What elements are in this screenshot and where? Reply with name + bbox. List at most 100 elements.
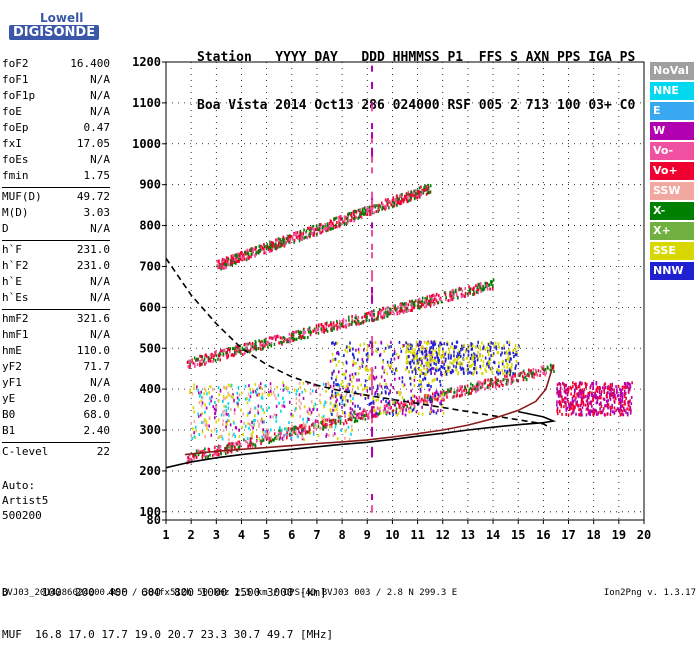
echo-dot [367, 396, 370, 400]
echo-dot [391, 410, 394, 414]
echo-dot [620, 400, 622, 404]
echo-dot [492, 284, 494, 288]
echo-dot [517, 379, 520, 383]
echo-dot [423, 356, 425, 360]
interference-dot [371, 430, 374, 437]
echo-dot [364, 368, 367, 372]
echo-dot [610, 409, 612, 413]
echo-dot [601, 386, 604, 390]
echo-dot [393, 400, 395, 404]
echo-dot [388, 206, 390, 210]
echo-dot [431, 366, 433, 370]
echo-dot [486, 284, 488, 288]
echo-dot [446, 341, 448, 345]
echo-dot [275, 242, 277, 246]
echo-dot [361, 320, 364, 324]
echo-dot [500, 353, 502, 357]
echo-dot [385, 384, 388, 388]
echo-dot [342, 220, 345, 224]
echo-dot [328, 222, 331, 226]
echo-dot [257, 251, 260, 255]
echo-dot [426, 191, 429, 195]
echo-dot [366, 212, 369, 216]
x-tick-label: 11 [410, 528, 424, 542]
echo-dot [334, 357, 337, 361]
echo-dot [603, 412, 606, 416]
echo-dot [336, 437, 339, 441]
echo-dot [425, 349, 428, 353]
echo-dot [412, 394, 414, 398]
echo-dot [259, 386, 261, 390]
echo-dot [270, 386, 272, 390]
echo-dot [364, 312, 366, 316]
echo-dot [619, 391, 622, 395]
echo-dot [352, 384, 354, 388]
echo-dot [239, 349, 242, 353]
echo-dot [190, 359, 192, 363]
echo-dot [355, 361, 357, 365]
echo-dot [246, 397, 248, 401]
y-tick-label: 800 [139, 219, 161, 233]
echo-dot [410, 396, 413, 400]
echo-dot [368, 403, 371, 407]
echo-dot [587, 408, 589, 412]
echo-dot [416, 351, 419, 355]
echo-dot [369, 213, 371, 217]
echo-dot [340, 393, 343, 397]
echo-dot [309, 412, 312, 416]
echo-dot [396, 203, 398, 207]
echo-dot [268, 437, 270, 441]
echo-dot [341, 380, 344, 384]
echo-dot [486, 346, 489, 350]
echo-dot [261, 435, 263, 439]
echo-dot [355, 314, 357, 318]
echo-dot [488, 365, 490, 369]
echo-dot [262, 408, 264, 412]
echo-dot [209, 357, 211, 361]
echo-dot [336, 351, 338, 355]
param-row: foF1 N/A [2, 72, 110, 88]
echo-dot [385, 404, 388, 408]
echo-dot [230, 353, 233, 357]
echo-dot [480, 290, 482, 294]
echo-dot [389, 360, 392, 364]
echo-dot [189, 391, 191, 395]
echo-dot [298, 239, 301, 243]
echo-dot [561, 395, 563, 399]
echo-dot [398, 405, 401, 409]
echo-dot [469, 357, 472, 361]
echo-dot [366, 358, 368, 362]
echo-dot [571, 396, 574, 400]
echo-dot [581, 399, 584, 403]
echo-dot [592, 384, 594, 388]
echo-dot [324, 222, 327, 226]
echo-dot [367, 344, 369, 348]
echo-dot [477, 340, 479, 344]
echo-dot [208, 448, 211, 452]
param-row: hmE 110.0 [2, 343, 110, 359]
echo-dot [298, 426, 301, 430]
echo-dot [619, 387, 621, 391]
echo-dot [426, 346, 428, 350]
echo-dot [478, 354, 481, 358]
echo-dot [394, 308, 397, 312]
echo-dot [331, 329, 333, 333]
echo-dot [235, 260, 237, 264]
echo-dot [482, 360, 485, 364]
echo-dot [244, 384, 247, 388]
echo-dot [336, 391, 339, 395]
echo-dot [468, 360, 471, 364]
muf-distance-row: D 100 200 400 600 800 1000 1500 3000 [km… [2, 586, 327, 599]
echo-dot [322, 382, 325, 386]
echo-dot [537, 369, 540, 373]
echo-dot [502, 378, 505, 382]
echo-dot [311, 227, 314, 231]
echo-dot [396, 391, 398, 395]
echo-dot [390, 363, 393, 367]
echo-dot [464, 385, 466, 389]
echo-dot [253, 247, 256, 251]
echo-dot [201, 449, 204, 453]
echo-dot [395, 367, 398, 371]
echo-dot [302, 424, 305, 428]
interference-dot [371, 494, 374, 501]
